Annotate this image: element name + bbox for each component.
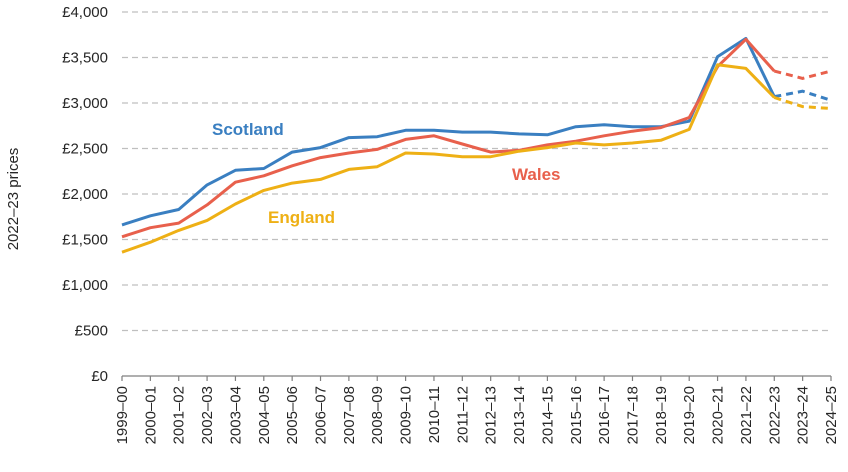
x-tick-label: 2013–14 — [511, 386, 528, 444]
x-tick-label: 2023–24 — [795, 386, 812, 444]
y-tick-label: £2,000 — [62, 186, 108, 203]
x-tick-label: 2017–18 — [624, 386, 641, 444]
x-tick-label: 2005–06 — [284, 386, 301, 444]
y-tick-label: £0 — [91, 368, 108, 385]
x-tick-label: 2015–16 — [568, 386, 585, 444]
x-axis-tick-labels: 1999–00 2000–01 2001–02 2002–03 2003–04 2004–… — [114, 376, 840, 444]
series-projection-england — [773, 96, 832, 110]
y-tick-label: £500 — [75, 323, 108, 340]
x-tick-label: 2024–25 — [823, 386, 840, 444]
series-label-wales: Wales — [512, 165, 561, 184]
x-tick-label: 2009–10 — [398, 386, 415, 444]
y-tick-label: £1,000 — [62, 277, 108, 294]
y-tick-label: £4,000 — [62, 4, 108, 21]
x-tick-label: 2014–15 — [539, 386, 556, 444]
x-tick-label: 2011–12 — [454, 386, 471, 443]
series-lines — [121, 36, 832, 254]
x-tick-label: 2006–07 — [313, 386, 330, 444]
y-axis-title: 2022–23 prices — [5, 148, 22, 251]
x-tick-label: 1999–00 — [114, 386, 131, 444]
x-tick-label: 2016–17 — [596, 386, 613, 444]
y-tick-label: £3,000 — [62, 95, 108, 112]
x-tick-label: 2007–08 — [341, 386, 358, 444]
x-tick-label: 2004–05 — [256, 386, 273, 444]
x-tick-label: 2022–23 — [766, 386, 783, 444]
x-tick-label: 2003–04 — [227, 386, 244, 444]
x-tick-label: 2001–02 — [171, 386, 188, 444]
series-projection-scotland — [774, 89, 832, 102]
series-label-england: England — [268, 208, 335, 227]
series-line-england — [121, 63, 776, 254]
x-tick-label: 2010–11 — [426, 386, 443, 443]
series-projection-wales — [773, 69, 832, 80]
x-tick-label: 2020–21 — [710, 386, 727, 444]
x-tick-label: 2000–01 — [142, 386, 159, 444]
x-tick-label: 2021–22 — [738, 386, 755, 444]
series-label-scotland: Scotland — [212, 120, 284, 139]
x-tick-label: 2019–20 — [681, 386, 698, 444]
y-axis-tick-labels: £0 £500 £1,000 £1,500 £2,000 £2,500 £3,000 £3,5… — [62, 4, 108, 385]
gridlines — [122, 11, 831, 332]
x-tick-label: 2008–09 — [369, 386, 386, 444]
y-tick-label: £1,500 — [62, 232, 108, 249]
x-tick-label: 2002–03 — [199, 386, 216, 444]
series-line-wales — [121, 37, 776, 239]
x-tick-label: 2018–19 — [653, 386, 670, 444]
y-tick-label: £3,500 — [62, 50, 108, 67]
x-tick-label: 2012–13 — [483, 386, 500, 444]
y-tick-label: £2,500 — [62, 141, 108, 158]
